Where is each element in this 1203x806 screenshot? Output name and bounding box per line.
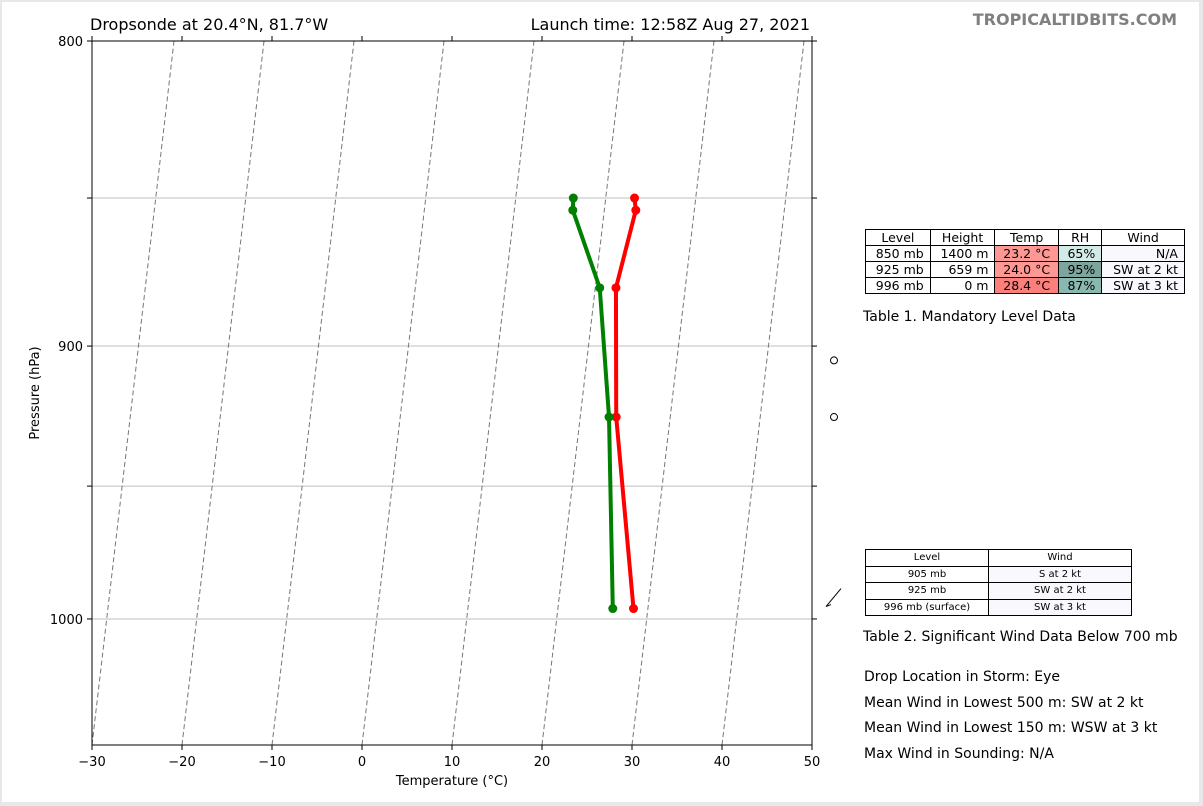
temperature-point <box>628 604 638 614</box>
chart-title-location: Dropsonde at 20.4°N, 81.7°W <box>90 15 329 34</box>
calm-wind-marker <box>830 356 838 365</box>
info-max-wind: Max Wind in Sounding: N/A <box>864 746 1054 762</box>
table-cell: 850 mb <box>865 245 931 262</box>
table-cell: 65% <box>1057 245 1103 262</box>
x-tick-label: 10 <box>444 755 461 770</box>
dewpoint-point <box>595 283 605 293</box>
table-cell: 23.2 °C <box>994 245 1059 262</box>
header-cell: Level <box>865 229 931 246</box>
table-cell: 24.0 °C <box>994 261 1059 278</box>
header-cell: Temp <box>994 229 1059 246</box>
table-row: 850 mb 1400 m 23.2 °C 65% N/A <box>865 245 1185 262</box>
table-cell: 95% <box>1057 261 1103 278</box>
temperature-point <box>611 412 621 422</box>
x-tick-label: −10 <box>258 755 285 770</box>
x-tick-label: 50 <box>804 755 821 770</box>
y-tick-label: 800 <box>58 35 83 50</box>
calm-wind-marker <box>830 413 838 422</box>
table-row: 905 mb S at 2 kt <box>865 565 1132 583</box>
brand-watermark: TROPICALTIDBITS.COM <box>972 10 1177 29</box>
dewpoint-point <box>604 412 614 422</box>
table-cell: 0 m <box>929 277 996 294</box>
header-cell: Level <box>865 549 989 567</box>
header-cell: Wind <box>1101 229 1185 246</box>
isotherm-line <box>92 41 175 745</box>
x-tick-label: 40 <box>714 755 731 770</box>
table-cell: 905 mb <box>865 565 989 583</box>
dewpoint-point <box>568 193 578 203</box>
temperature-point <box>611 283 621 293</box>
table-cell: SW at 3 kt <box>988 598 1132 616</box>
table-cell: N/A <box>1101 245 1185 262</box>
temperature-point <box>631 205 641 215</box>
x-tick-label: 20 <box>534 755 551 770</box>
table-cell: S at 2 kt <box>988 565 1132 583</box>
header-cell: Wind <box>988 549 1132 567</box>
plot-frame <box>91 40 813 746</box>
table1-caption: Table 1. Mandatory Level Data <box>863 309 1076 325</box>
table-row: 996 mb 0 m 28.4 °C 87% SW at 3 kt <box>865 277 1185 294</box>
x-tick-label: 0 <box>358 755 366 770</box>
table-cell: SW at 2 kt <box>988 582 1132 600</box>
isotherm-line <box>271 41 355 745</box>
header-cell: Height <box>929 229 996 246</box>
y-tick-label: 1000 <box>50 613 83 628</box>
isotherm-line <box>181 41 265 745</box>
x-tick-label: 30 <box>624 755 641 770</box>
dewpoint-line <box>570 197 615 609</box>
isotherm-line <box>2 41 84 745</box>
table-cell: 87% <box>1057 277 1103 294</box>
table-cell: 659 m <box>929 261 996 278</box>
temperature-line <box>613 197 638 609</box>
x-axis-label: Temperature (°C) <box>395 774 508 789</box>
isotherm-line <box>721 41 805 745</box>
wind-barb <box>825 588 842 608</box>
dewpoint-point <box>568 205 578 215</box>
table-cell: 28.4 °C <box>994 277 1059 294</box>
info-mean-wind-500m: Mean Wind in Lowest 500 m: SW at 2 kt <box>864 695 1144 711</box>
x-tick-label: −30 <box>78 755 105 770</box>
table-row: 996 mb (surface) SW at 3 kt <box>865 598 1132 616</box>
significant-wind-table: Level Wind 905 mb S at 2 kt 925 mb SW at 2 … <box>865 549 1132 616</box>
table-cell: 1400 m <box>929 245 996 262</box>
mandatory-level-table: Level Height Temp RH Wind 850 mb 1400 m 23… <box>865 229 1185 294</box>
info-mean-wind-150m: Mean Wind in Lowest 150 m: WSW at 3 kt <box>864 720 1158 736</box>
dewpoint-point <box>608 604 618 614</box>
x-tick-label: −20 <box>168 755 195 770</box>
info-drop-location: Drop Location in Storm: Eye <box>864 669 1061 685</box>
temperature-point <box>630 193 640 203</box>
y-axis-label: Pressure (hPa) <box>28 346 43 439</box>
isotherm-line <box>631 41 715 745</box>
isotherm-line <box>541 41 625 745</box>
y-tick-label: 900 <box>58 340 83 355</box>
table-cell: SW at 2 kt <box>1101 261 1185 278</box>
table-cell: SW at 3 kt <box>1101 277 1185 294</box>
table-cell: 925 mb <box>865 582 989 600</box>
table-row: 925 mb 659 m 24.0 °C 95% SW at 2 kt <box>865 261 1185 278</box>
chart-title-launch: Launch time: 12:58Z Aug 27, 2021 <box>530 15 810 34</box>
table-cell: 996 mb (surface) <box>865 598 989 616</box>
table-cell: 996 mb <box>865 277 931 294</box>
isotherm-line <box>361 41 445 745</box>
isotherm-line <box>451 41 535 745</box>
table2-caption: Table 2. Significant Wind Data Below 700… <box>863 629 1178 645</box>
table-cell: 925 mb <box>865 261 931 278</box>
plot-area <box>2 41 812 745</box>
table-row: 925 mb SW at 2 kt <box>865 582 1132 600</box>
table-header-row: Level Wind <box>865 549 1132 567</box>
table-header-row: Level Height Temp RH Wind <box>865 229 1185 246</box>
header-cell: RH <box>1057 229 1103 246</box>
